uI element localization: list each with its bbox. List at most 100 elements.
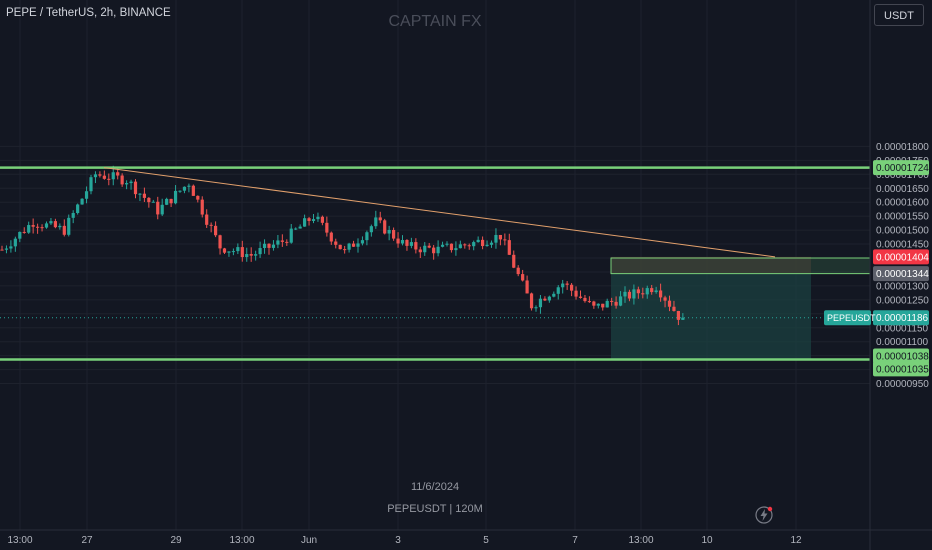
- candle-body: [156, 201, 160, 215]
- pair-label: PEPEUSDT | 120M: [387, 503, 483, 515]
- candle-body: [676, 310, 680, 320]
- candle-body: [365, 232, 369, 241]
- candle-body: [543, 298, 547, 301]
- candle-body: [116, 172, 120, 176]
- candle-body: [236, 247, 240, 252]
- candle-body: [271, 244, 276, 248]
- price-tag: 0.00001035: [873, 361, 929, 377]
- price-tag-value: 0.00001404: [876, 252, 929, 263]
- price-tag-bg: [873, 249, 929, 265]
- candle-body: [387, 229, 391, 234]
- candle-body: [641, 293, 645, 295]
- candle-body: [356, 243, 360, 247]
- candle-body: [205, 214, 209, 225]
- candle-body: [209, 224, 213, 226]
- candle-body: [98, 174, 102, 176]
- candle-body: [142, 193, 146, 198]
- candle-body: [338, 244, 342, 250]
- candle-body: [267, 243, 271, 248]
- price-tick-label: 0.00001700: [876, 170, 929, 181]
- candles: [0, 165, 685, 326]
- candle-body: [432, 247, 436, 254]
- candle-body: [84, 191, 89, 199]
- candle-body: [556, 287, 560, 294]
- candle-body: [254, 254, 258, 256]
- candle-body: [218, 235, 222, 249]
- candle-body: [303, 218, 307, 227]
- candle-body: [67, 217, 71, 235]
- candle-body: [481, 239, 485, 247]
- candle-body: [44, 223, 49, 228]
- candle-body: [529, 293, 534, 309]
- candle-body: [311, 219, 316, 221]
- candle-body: [222, 248, 227, 253]
- price-tag-bg: [873, 310, 929, 326]
- candle-body: [316, 216, 320, 220]
- candle-body: [4, 248, 9, 250]
- candle-body: [574, 290, 578, 297]
- candle-body: [351, 243, 356, 247]
- price-tag-bg: [873, 361, 929, 377]
- candle-body: [27, 225, 31, 233]
- candle-body: [601, 303, 605, 308]
- price-tag-symbol: PEPEUSDT: [827, 313, 876, 323]
- time-tick-label: Jun: [301, 535, 317, 546]
- currency-button[interactable]: USDT: [874, 4, 924, 26]
- candle-body: [173, 190, 178, 204]
- time-tick-label: 3: [395, 535, 401, 546]
- candle-body: [240, 247, 244, 258]
- price-tag-value: 0.00001344: [876, 269, 929, 280]
- candle-body: [80, 198, 84, 205]
- candle-body: [249, 254, 253, 256]
- candle-body: [538, 298, 543, 308]
- price-tick-label: 0.00001600: [876, 198, 929, 209]
- candle-body: [650, 288, 654, 293]
- candle-body: [383, 220, 387, 234]
- candle-body: [396, 238, 400, 244]
- candle-body: [632, 289, 636, 299]
- candle-body: [138, 193, 142, 195]
- price-tag: 0.00001344: [873, 266, 929, 282]
- candle-body: [307, 218, 311, 221]
- candle-body: [160, 204, 164, 215]
- time-tick-label: 7: [572, 535, 578, 546]
- time-tick-label: 29: [170, 535, 182, 546]
- candle-body: [374, 217, 378, 227]
- price-tag: 0.00001038: [873, 348, 929, 364]
- price-tag-value: 0.00001038: [876, 351, 929, 362]
- candle-body: [231, 251, 235, 253]
- candle-body: [578, 296, 583, 298]
- candle-body: [583, 297, 587, 302]
- candle-body: [427, 245, 431, 248]
- candle-body: [369, 226, 373, 233]
- candle-body: [525, 280, 529, 294]
- candle-body: [418, 249, 422, 253]
- price-tick-label: 0.00001500: [876, 226, 929, 237]
- candle-body: [378, 217, 382, 221]
- candle-body: [343, 249, 347, 251]
- symbol-title[interactable]: PEPE / TetherUS, 2h, BINANCE: [6, 7, 171, 19]
- candle-body: [610, 300, 614, 302]
- candle-body: [133, 181, 138, 195]
- price-tag-value: 0.00001035: [876, 364, 929, 375]
- candle-body: [561, 283, 565, 288]
- price-tick-label: 0.00001100: [876, 337, 929, 348]
- entry-zone-box: [610, 257, 871, 275]
- candle-body: [191, 185, 195, 196]
- candle-body: [392, 229, 396, 239]
- price-tick-label: 0.00000950: [876, 379, 929, 390]
- candle-body: [22, 231, 26, 233]
- candle-body: [547, 296, 551, 301]
- candle-body: [498, 234, 502, 240]
- date-label: 11/6/2024: [410, 481, 460, 493]
- candle-body: [605, 300, 609, 308]
- candle-body: [334, 241, 338, 245]
- candle-body: [31, 225, 35, 227]
- candle-body: [534, 307, 538, 309]
- candle-body: [570, 284, 574, 291]
- candle-body: [596, 303, 600, 306]
- price-tick-label: 0.00001300: [876, 281, 929, 292]
- lightning-bolt-icon[interactable]: [755, 506, 773, 524]
